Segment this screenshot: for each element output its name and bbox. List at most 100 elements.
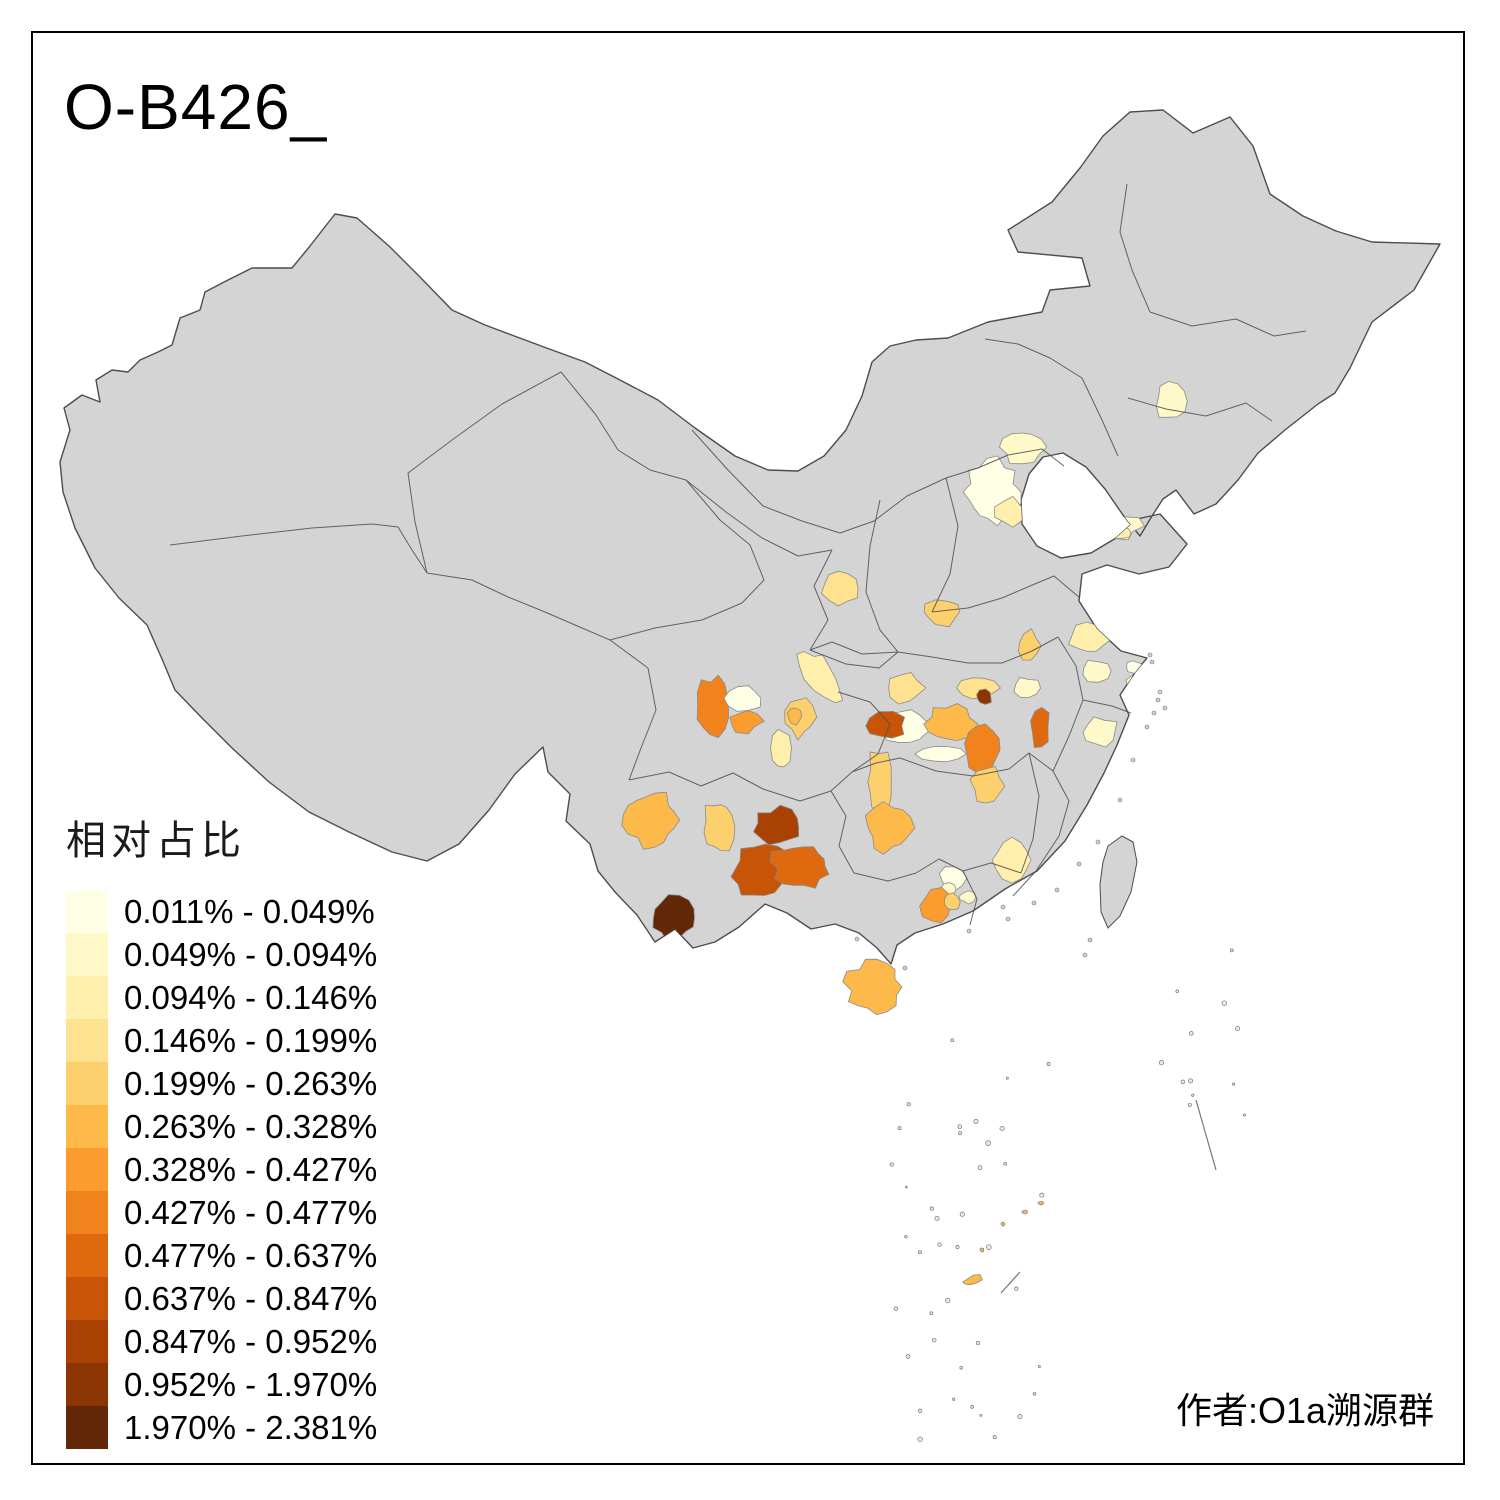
sea-islet-dot bbox=[937, 1242, 942, 1247]
south-china-sea-islets bbox=[889, 948, 1246, 1442]
legend-label: 1.970% - 2.381% bbox=[124, 1408, 378, 1446]
sea-islet-dot bbox=[975, 1341, 980, 1346]
legend-swatch bbox=[66, 1277, 108, 1320]
legend-label: 0.477% - 0.637% bbox=[124, 1236, 378, 1274]
map-region-r48 bbox=[962, 1274, 983, 1286]
map-region-r21 bbox=[786, 707, 803, 726]
map-region-r12 bbox=[1082, 659, 1112, 683]
map-region-r19 bbox=[796, 651, 844, 704]
sea-islet-dot bbox=[957, 1124, 963, 1129]
islet-dot bbox=[1054, 887, 1060, 893]
sea-islet-dot bbox=[1191, 1093, 1195, 1097]
map-region-r50 bbox=[1021, 1209, 1029, 1215]
legend-swatch bbox=[66, 933, 108, 976]
islet-dot bbox=[1117, 797, 1123, 803]
reef-line bbox=[1195, 1099, 1217, 1171]
sea-islet-dot bbox=[931, 1337, 937, 1343]
map-region-r17 bbox=[723, 685, 762, 712]
islet-dot bbox=[1130, 757, 1136, 763]
sea-islet-dot bbox=[985, 1140, 991, 1146]
sea-islet-dot bbox=[999, 1125, 1005, 1132]
legend: 相对占比 0.011% - 0.049% 0.049% - 0.094% 0.094… bbox=[66, 808, 377, 1449]
sea-islet-dot bbox=[1017, 1414, 1023, 1420]
legend-row: 0.146% - 0.199% bbox=[66, 1019, 377, 1062]
sea-islet-dot bbox=[929, 1206, 934, 1211]
legend-row: 0.637% - 0.847% bbox=[66, 1277, 377, 1320]
legend-swatch bbox=[66, 1148, 108, 1191]
legend-row: 0.263% - 0.328% bbox=[66, 1105, 377, 1148]
legend-row: 0.199% - 0.263% bbox=[66, 1062, 377, 1105]
legend-label: 0.049% - 0.094% bbox=[124, 935, 378, 973]
sea-islet-dot bbox=[959, 1365, 963, 1370]
sea-islet-dot bbox=[950, 1038, 955, 1043]
islet-dot bbox=[854, 936, 860, 942]
sea-islet-dot bbox=[1189, 1031, 1194, 1036]
map-region-r32 bbox=[969, 766, 1006, 804]
map-region-r27 bbox=[976, 688, 992, 705]
legend-row: 0.427% - 0.477% bbox=[66, 1191, 377, 1234]
map-region-r44 bbox=[943, 892, 961, 911]
islet-dot bbox=[1151, 710, 1157, 716]
islet-dot bbox=[1005, 916, 1011, 922]
coastal-islets bbox=[854, 652, 1168, 971]
map-region-r39 bbox=[769, 846, 830, 889]
sea-islet-dot bbox=[917, 1408, 923, 1413]
map-region-r18 bbox=[729, 710, 765, 735]
legend-swatch bbox=[66, 1191, 108, 1234]
legend-label: 0.011% - 0.049% bbox=[124, 892, 375, 930]
legend-label: 0.847% - 0.952% bbox=[124, 1322, 378, 1360]
sea-islet-dot bbox=[904, 1235, 908, 1239]
legend-label: 0.263% - 0.328% bbox=[124, 1107, 378, 1145]
map-region-r09 bbox=[1017, 628, 1042, 661]
sea-islet-dot bbox=[1003, 1162, 1007, 1166]
map-region-r08 bbox=[923, 599, 960, 628]
sea-islet-dot bbox=[917, 1436, 923, 1442]
legend-label: 0.328% - 0.427% bbox=[124, 1150, 378, 1188]
islet-dot bbox=[1082, 952, 1088, 958]
islet-dot bbox=[1149, 659, 1155, 665]
sea-islet-dot bbox=[945, 1297, 951, 1304]
map-region-r10 bbox=[1013, 677, 1042, 698]
legend-rows: 0.011% - 0.049% 0.049% - 0.094% 0.094% - 0… bbox=[66, 890, 377, 1449]
legend-row: 0.847% - 0.952% bbox=[66, 1320, 377, 1363]
legend-swatch bbox=[66, 976, 108, 1019]
islet-dot bbox=[1157, 689, 1163, 695]
legend-label: 0.094% - 0.146% bbox=[124, 978, 378, 1016]
legend-row: 0.477% - 0.637% bbox=[66, 1234, 377, 1277]
legend-label: 0.427% - 0.477% bbox=[124, 1193, 378, 1231]
sea-islet-dot bbox=[904, 1185, 908, 1189]
sea-islet-dot bbox=[1221, 1000, 1227, 1006]
islet-dot bbox=[1162, 705, 1168, 711]
map-region-r36 bbox=[703, 804, 736, 852]
map-region-r45 bbox=[958, 890, 977, 905]
sea-islet-dot bbox=[905, 1354, 911, 1359]
sea-islet-dot bbox=[929, 1311, 934, 1316]
islet-dot bbox=[1144, 724, 1150, 730]
sea-islet-dot bbox=[1046, 1062, 1051, 1066]
map-region-r52 bbox=[979, 1247, 985, 1253]
sea-islet-dot bbox=[959, 1211, 965, 1217]
legend-swatch bbox=[66, 1234, 108, 1277]
islet-dot bbox=[902, 965, 908, 971]
province-borders bbox=[169, 183, 1307, 926]
legend-swatch bbox=[66, 1019, 108, 1062]
map-region-r40 bbox=[652, 894, 695, 944]
legend-row: 0.011% - 0.049% bbox=[66, 890, 377, 933]
map-region-r47 bbox=[842, 958, 903, 1016]
sea-islet-dot bbox=[979, 1414, 983, 1417]
legend-row: 0.049% - 0.094% bbox=[66, 933, 377, 976]
islet-dot bbox=[1000, 904, 1006, 910]
sea-islet-dot bbox=[934, 1215, 940, 1222]
map-region-r23 bbox=[888, 672, 927, 705]
map-region-r28 bbox=[923, 703, 979, 742]
sea-islet-dot bbox=[955, 1245, 960, 1249]
legend-title: 相对占比 bbox=[66, 819, 246, 863]
map-region-r49 bbox=[1037, 1200, 1045, 1206]
map-region-r14 bbox=[1125, 675, 1146, 693]
sea-islet-dot bbox=[992, 1435, 997, 1440]
legend-row: 1.970% - 2.381% bbox=[66, 1406, 377, 1449]
sea-islet-dot bbox=[906, 1102, 911, 1107]
sea-islet-dot bbox=[1235, 1025, 1241, 1032]
island-regions bbox=[842, 958, 1045, 1286]
sea-islet-dot bbox=[1175, 989, 1179, 994]
